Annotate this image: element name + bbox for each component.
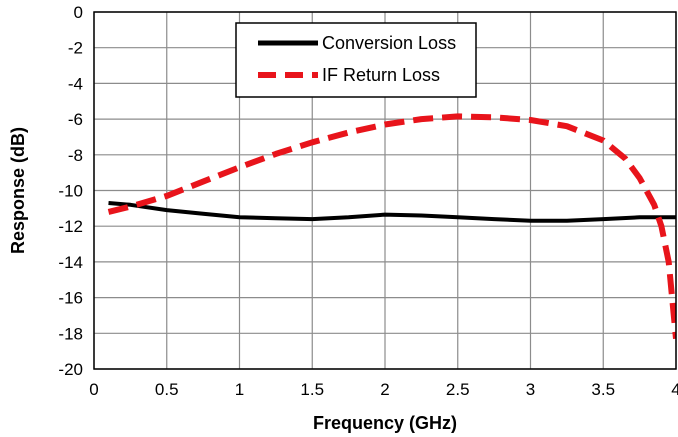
y-tick-label: -8 xyxy=(68,146,83,165)
legend-box xyxy=(235,22,477,98)
x-tick-label: 1.5 xyxy=(300,380,324,399)
y-tick-labels: 0 -2 -4 -6 -8 -10 -12 -14 -16 -18 -20 xyxy=(58,3,83,379)
x-tick-label: 3.5 xyxy=(591,380,615,399)
x-tick-label: 0.5 xyxy=(155,380,179,399)
y-tick-label: -4 xyxy=(68,74,83,93)
y-tick-label: -20 xyxy=(58,360,83,379)
series-line-conversion-loss xyxy=(108,201,676,223)
y-tick-label: -12 xyxy=(58,217,83,236)
plot-frame xyxy=(93,11,677,370)
x-tick-label: 4 xyxy=(671,380,678,399)
x-tick-label: 0 xyxy=(89,380,98,399)
x-tick-label: 1 xyxy=(235,380,244,399)
series-layer xyxy=(107,113,676,339)
legend-label-conversion-loss: Conversion Loss xyxy=(322,33,456,53)
series-line-if-return-loss xyxy=(107,113,676,339)
y-tick-label: -10 xyxy=(58,182,83,201)
x-tick-labels: 0 0.5 1 1.5 2 2.5 3 3.5 4 xyxy=(89,380,678,399)
legend: Conversion Loss IF Return Loss xyxy=(235,22,477,98)
x-tick-label: 2.5 xyxy=(446,380,470,399)
y-axis-title: Response (dB) xyxy=(8,127,28,254)
y-tick-label: -14 xyxy=(58,253,83,272)
legend-label-if-return-loss: IF Return Loss xyxy=(322,65,440,85)
y-tick-label: -6 xyxy=(68,110,83,129)
y-tick-label: -16 xyxy=(58,289,83,308)
y-tick-label: -18 xyxy=(58,324,83,343)
y-tick-label: 0 xyxy=(74,3,83,22)
y-tick-label: -2 xyxy=(68,39,83,58)
x-axis-title: Frequency (GHz) xyxy=(313,413,457,433)
x-tick-label: 3 xyxy=(526,380,535,399)
x-tick-label: 2 xyxy=(380,380,389,399)
